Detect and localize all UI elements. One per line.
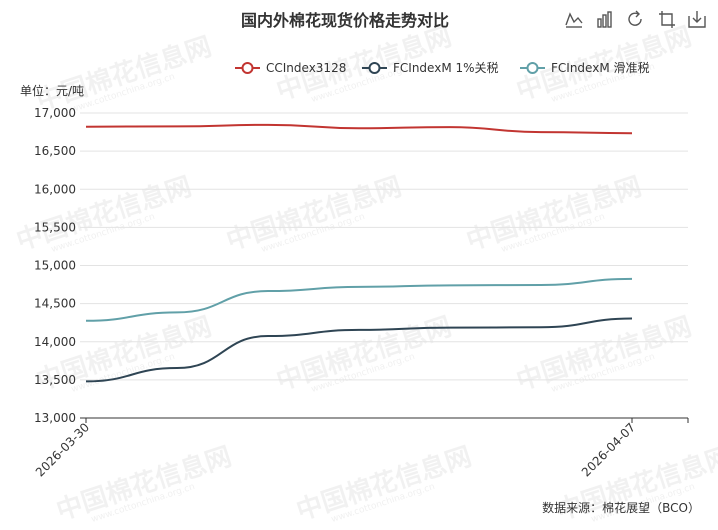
legend-marker [241,62,254,74]
legend-label: FCIndexM 滑准税 [551,61,650,75]
watermark-text: 中国棉花信息网 [463,171,646,257]
watermark-text: 中国棉花信息网 [33,31,216,117]
x-axis: 2026-03-30 2026-04-07 [33,418,689,479]
watermark-text: 中国棉花信息网 [223,171,406,257]
series-line-3 [85,277,633,322]
data-source: 数据来源：棉花展望（BCO） [542,500,700,515]
y-axis-unit: 单位：元/吨 [20,83,84,98]
series-layer [85,123,633,383]
bar-chart-icon[interactable] [597,11,612,28]
series-line-2 [85,317,633,383]
watermark-text: 中国棉花信息网 [513,311,696,397]
legend-item-2[interactable]: FCIndexM 1%关税 [362,61,499,75]
save-image-icon[interactable] [688,11,706,28]
restore-icon[interactable] [659,11,675,28]
x-tick-label: 2026-03-30 [33,420,92,479]
y-tick-label: 15,500 [34,220,76,234]
y-tick-label: 15,000 [34,259,76,273]
legend: CCIndex3128 FCIndexM 1%关税 FCIndexM 滑准税 [235,61,650,75]
watermark-text: 中国棉花信息网 [53,441,236,527]
y-tick-label: 14,500 [34,297,76,311]
legend-marker [526,62,539,74]
y-tick-label: 17,000 [34,106,76,120]
series-line-1 [85,123,633,135]
y-tick-label: 14,000 [34,335,76,349]
line-chart-icon[interactable] [565,12,583,28]
grid [80,112,688,419]
y-tick-label: 16,500 [34,144,76,158]
legend-marker [368,62,381,74]
y-tick-label: 16,000 [34,182,76,196]
y-tick-label: 13,500 [34,373,76,387]
legend-item-1[interactable]: CCIndex3128 [235,61,346,75]
x-tick-label: 2026-04-07 [579,420,638,479]
y-axis-ticks: 13,000 13,500 14,000 14,500 15,000 15,500 16,0… [34,106,76,425]
legend-label: CCIndex3128 [266,61,346,75]
y-tick-label: 13,000 [34,411,76,425]
legend-label: FCIndexM 1%关税 [393,61,499,75]
legend-item-3[interactable]: FCIndexM 滑准税 [520,61,650,75]
watermark-text: 中国棉花信息网 [293,441,476,527]
chart-title: 国内外棉花现货价格走势对比 [241,11,449,30]
toolbar [565,10,706,28]
refresh-icon[interactable] [628,10,642,26]
watermark-text: 中国棉花信息网 [273,311,456,397]
